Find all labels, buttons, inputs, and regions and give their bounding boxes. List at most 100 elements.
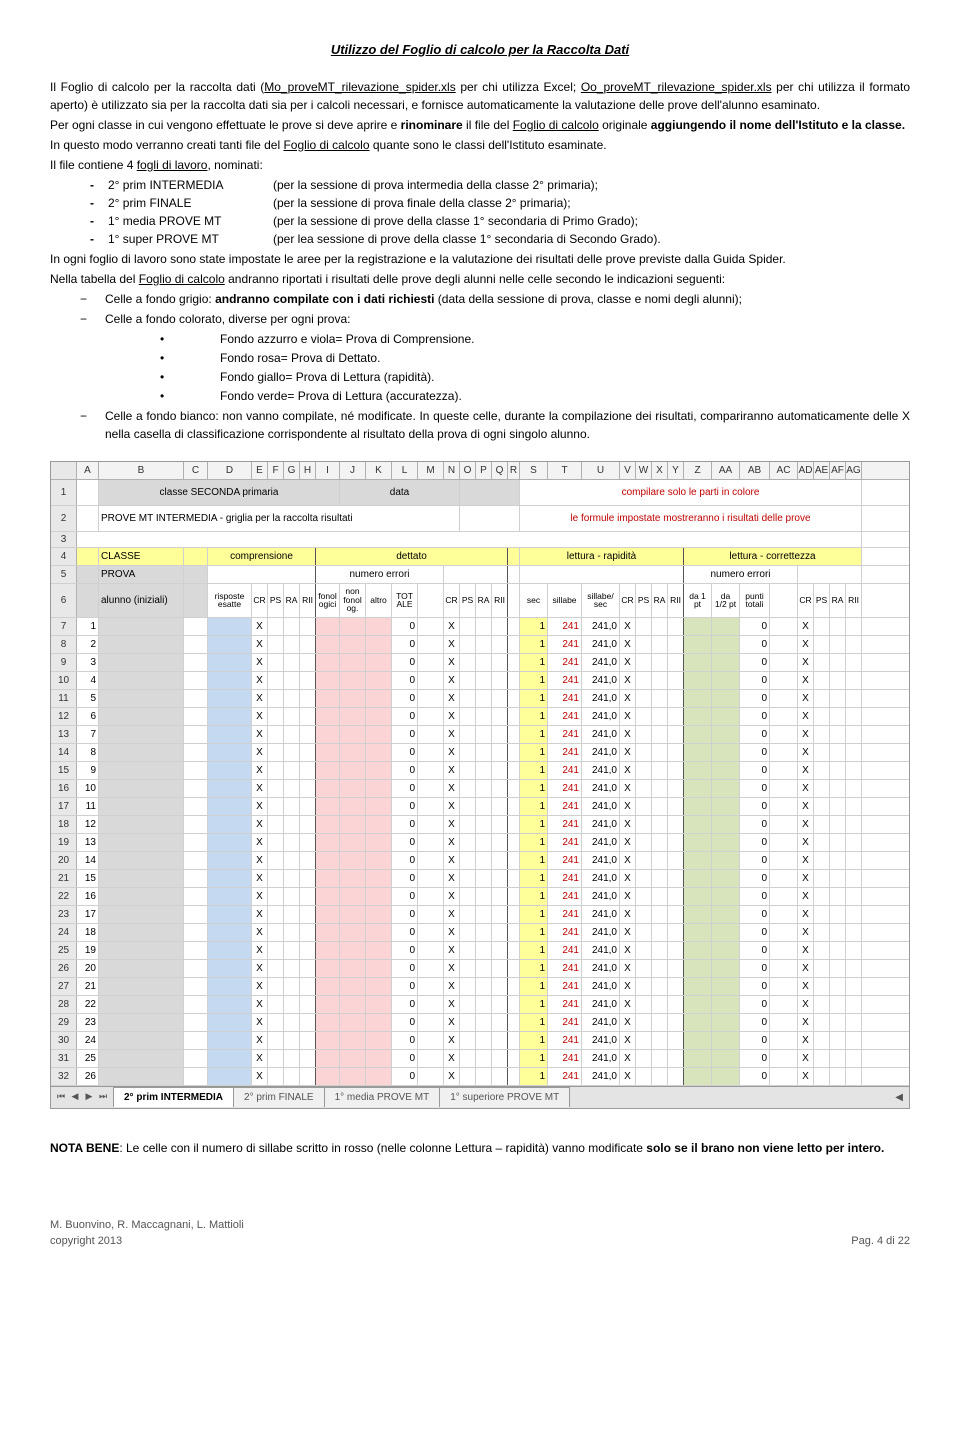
cell[interactable] (460, 816, 476, 833)
cell[interactable]: 241 (548, 816, 582, 833)
cell[interactable] (99, 834, 184, 851)
cell[interactable]: X (798, 852, 814, 869)
cell[interactable] (684, 960, 712, 977)
cell[interactable] (300, 870, 316, 887)
cell[interactable] (508, 690, 520, 707)
cell[interactable]: 0 (392, 906, 418, 923)
cell[interactable] (418, 834, 444, 851)
cell[interactable] (99, 870, 184, 887)
cell[interactable] (684, 834, 712, 851)
cell[interactable]: 1 (520, 1014, 548, 1031)
cell[interactable]: 241,0 (582, 996, 620, 1013)
column-header[interactable]: I (316, 462, 340, 479)
cell[interactable]: 0 (740, 816, 770, 833)
cell[interactable] (300, 978, 316, 995)
cell[interactable] (770, 690, 798, 707)
cell[interactable] (846, 1068, 862, 1085)
cell[interactable]: 241,0 (582, 708, 620, 725)
cell[interactable] (418, 1014, 444, 1031)
cell[interactable] (814, 654, 830, 671)
cell[interactable] (476, 906, 492, 923)
cell[interactable] (184, 798, 208, 815)
cell[interactable] (208, 942, 252, 959)
cell[interactable]: X (252, 726, 268, 743)
cell[interactable] (316, 906, 340, 923)
cell[interactable] (418, 584, 444, 617)
cell[interactable] (418, 906, 444, 923)
column-header[interactable]: R (508, 462, 520, 479)
cell[interactable]: X (798, 1068, 814, 1085)
cell[interactable] (418, 780, 444, 797)
cell[interactable] (508, 834, 520, 851)
cell[interactable]: X (798, 942, 814, 959)
cell[interactable]: 1 (520, 690, 548, 707)
cell[interactable] (492, 654, 508, 671)
cell[interactable] (492, 1014, 508, 1031)
cell[interactable]: PROVA (99, 566, 184, 583)
select-all-corner[interactable] (51, 462, 77, 479)
cell[interactable] (668, 852, 684, 869)
cell[interactable] (476, 690, 492, 707)
cell[interactable] (830, 978, 846, 995)
cell[interactable] (712, 924, 740, 941)
cell[interactable] (316, 618, 340, 635)
cell[interactable] (300, 816, 316, 833)
row-header[interactable]: 17 (51, 798, 77, 815)
cell[interactable]: X (620, 852, 636, 869)
cell[interactable] (366, 726, 392, 743)
cell[interactable]: X (798, 1014, 814, 1031)
cell[interactable]: 5 (77, 690, 99, 707)
cell[interactable]: 0 (740, 906, 770, 923)
cell[interactable] (668, 996, 684, 1013)
cell[interactable]: X (252, 708, 268, 725)
row-header[interactable]: 25 (51, 942, 77, 959)
cell[interactable]: X (620, 1032, 636, 1049)
cell[interactable] (684, 978, 712, 995)
cell[interactable] (476, 996, 492, 1013)
cell[interactable] (770, 816, 798, 833)
sheet-tab[interactable]: 2° prim FINALE (233, 1087, 325, 1107)
cell[interactable]: 1 (520, 762, 548, 779)
cell[interactable] (460, 506, 520, 531)
cell[interactable]: 26 (77, 1068, 99, 1085)
cell[interactable] (508, 566, 520, 583)
cell[interactable] (300, 798, 316, 815)
cell[interactable] (830, 906, 846, 923)
cell[interactable] (652, 924, 668, 941)
cell[interactable]: 241 (548, 744, 582, 761)
cell[interactable] (668, 816, 684, 833)
cell[interactable] (712, 1014, 740, 1031)
row-header[interactable]: 7 (51, 618, 77, 635)
cell[interactable]: X (444, 852, 460, 869)
cell[interactable] (418, 960, 444, 977)
cell[interactable] (508, 978, 520, 995)
cell[interactable]: X (798, 834, 814, 851)
column-header[interactable]: D (208, 462, 252, 479)
cell[interactable]: X (798, 708, 814, 725)
cell[interactable]: X (620, 618, 636, 635)
cell[interactable] (184, 780, 208, 797)
cell[interactable] (846, 618, 862, 635)
row-header[interactable]: 18 (51, 816, 77, 833)
cell[interactable]: X (444, 762, 460, 779)
row-header[interactable]: 12 (51, 708, 77, 725)
cell[interactable] (770, 726, 798, 743)
cell[interactable] (712, 888, 740, 905)
cell[interactable] (284, 636, 300, 653)
cell[interactable] (99, 654, 184, 671)
cell[interactable]: X (620, 888, 636, 905)
cell[interactable]: X (252, 798, 268, 815)
cell[interactable] (208, 618, 252, 635)
cell[interactable] (316, 1050, 340, 1067)
cell[interactable] (830, 960, 846, 977)
cell[interactable] (300, 852, 316, 869)
cell[interactable]: X (620, 906, 636, 923)
row-header[interactable]: 14 (51, 744, 77, 761)
cell[interactable] (668, 906, 684, 923)
cell[interactable]: PS (636, 584, 652, 617)
cell[interactable] (184, 942, 208, 959)
column-header[interactable]: P (476, 462, 492, 479)
cell[interactable]: 1 (520, 870, 548, 887)
column-header[interactable]: J (340, 462, 366, 479)
cell[interactable] (830, 924, 846, 941)
